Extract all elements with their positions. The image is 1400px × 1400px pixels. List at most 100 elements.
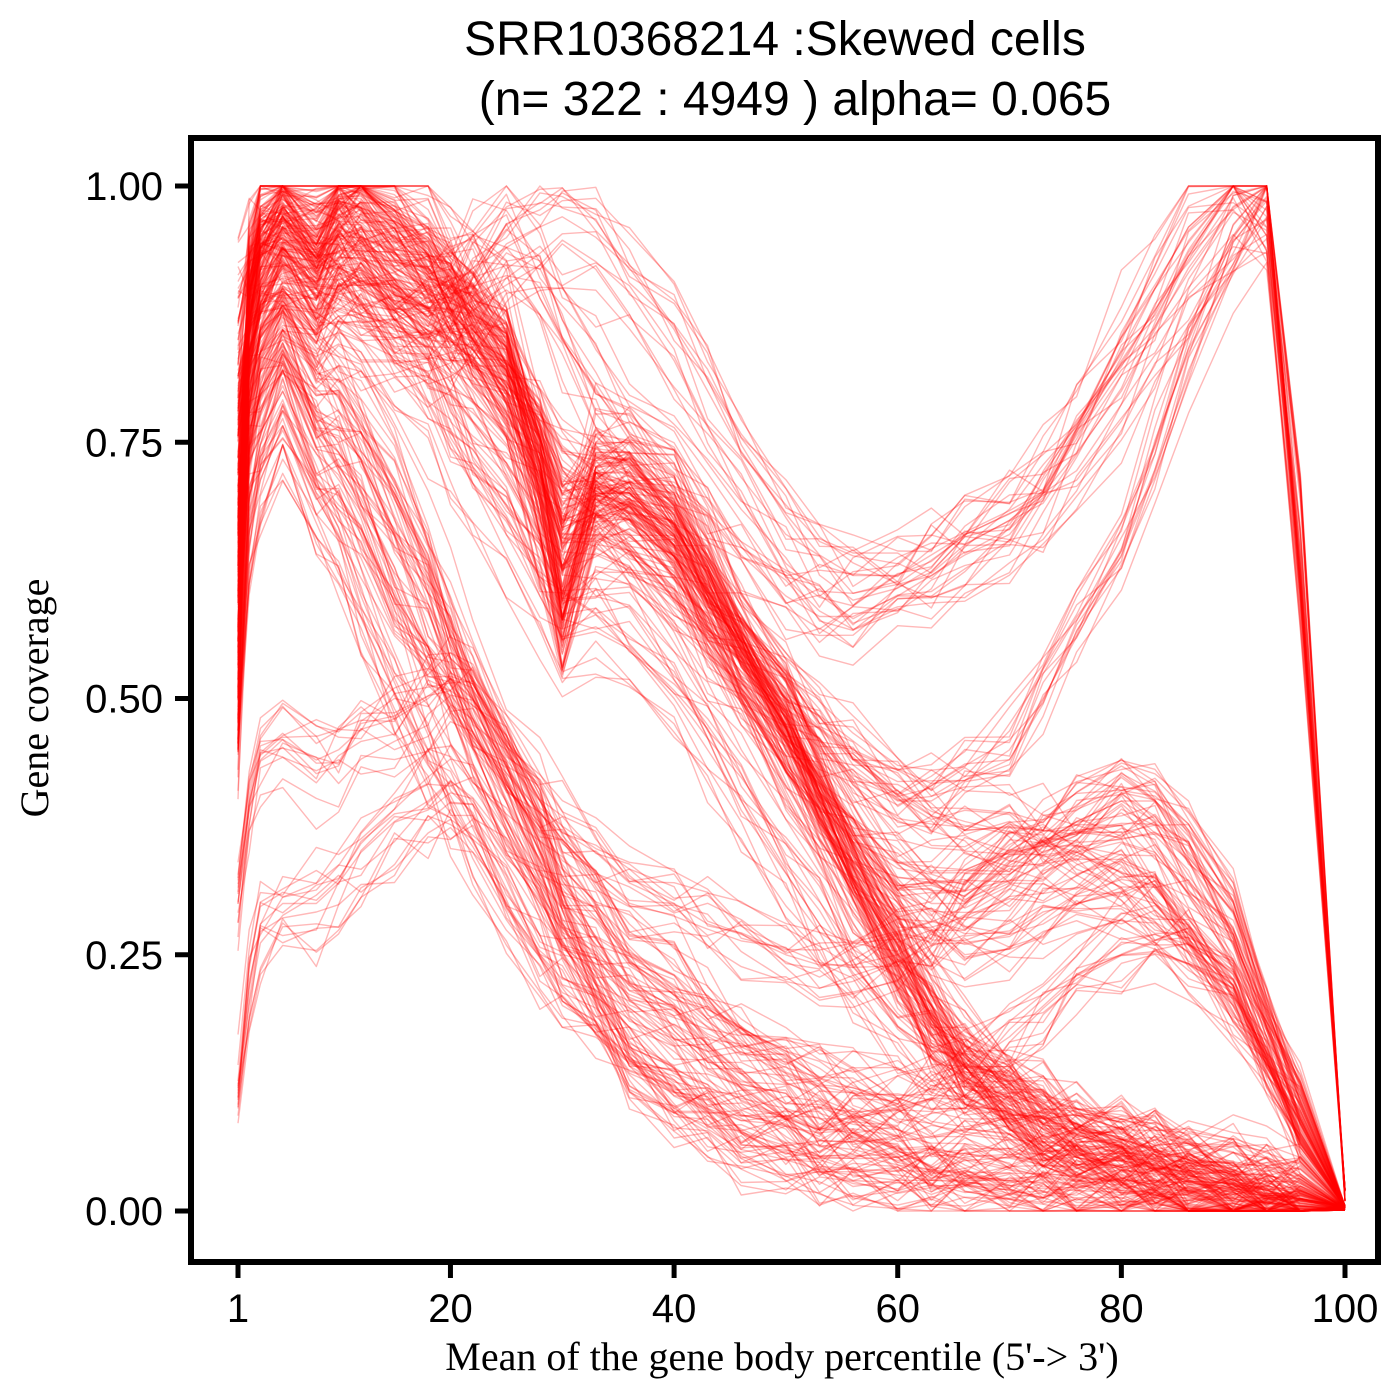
series-line [237,234,1346,1208]
series-line [237,257,1346,1209]
series-line [237,224,1346,1207]
series-line [237,263,1346,1208]
series-line [237,197,1346,1191]
series-line [237,225,1346,1212]
series-line [237,216,1346,1202]
series-line [237,209,1346,1208]
series-line [237,342,1346,1206]
y-axis-ticks: 0.00 0.25 0.50 0.75 1.00 [85,165,188,1234]
series-line [237,711,1346,1212]
series-line [237,438,1346,1209]
series-line [237,185,1346,1208]
series-line [237,207,1346,1207]
series-line [237,205,1346,1192]
series-line [237,271,1346,1212]
series-line [237,304,1346,1210]
series-line [237,185,1346,1207]
series-line [237,226,1346,1210]
series-line [237,215,1346,1212]
series-line [237,185,1346,1207]
series-line [237,279,1346,1208]
series-line [237,390,1346,1208]
series-line [237,298,1346,1212]
series-line [237,274,1346,1209]
series-line [237,185,1346,1208]
series-line [237,720,1346,1212]
series-line [237,792,1346,1212]
series-line [237,310,1346,1212]
series-line [237,680,1346,1211]
series-line [237,185,1346,1201]
series-line [237,185,1346,1210]
series-line [237,291,1346,1209]
series-line [237,666,1346,1212]
series-line [237,341,1346,1207]
series-line [237,185,1346,1207]
series-line [237,748,1346,1211]
series-line [237,185,1346,1212]
series-lines [237,185,1346,1212]
series-line [237,205,1346,1191]
series-line [237,211,1346,1202]
series-line [237,300,1346,1208]
series-line [237,429,1346,1208]
series-line [237,186,1346,1191]
series-line [237,229,1346,1212]
series-line [237,188,1346,1206]
series-line [237,200,1346,1210]
series-line [237,185,1346,1191]
x-tick-label: 80 [1099,1287,1144,1331]
series-line [237,677,1346,1211]
series-line [237,265,1346,1212]
y-tick-label: 0.75 [85,421,163,465]
series-line [237,652,1346,1211]
series-line [237,185,1346,1212]
series-line [237,185,1346,1210]
series-line [237,239,1346,1212]
x-axis-ticks: 1 20 40 60 80 100 [227,1265,1378,1331]
series-line [237,369,1346,1212]
series-line [237,235,1346,1208]
y-axis-label: Gene coverage [12,579,57,818]
chart-title-line2: (n= 322 : 4949 ) alpha= 0.065 [479,73,1112,126]
series-line [237,277,1346,1209]
series-line [237,239,1346,1212]
series-line [237,255,1346,1208]
series-line [237,185,1346,1208]
series-line [237,185,1346,1201]
series-line [237,254,1346,1212]
series-line [237,371,1346,1212]
series-line [237,185,1346,1208]
series-line [237,370,1346,1209]
x-tick-label: 60 [875,1287,920,1331]
series-line [237,356,1346,1211]
series-line [237,694,1346,1212]
series-line [237,209,1346,1191]
series-line [237,246,1346,1209]
series-line [237,185,1346,1191]
series-line [237,342,1346,1212]
series-line [237,349,1346,1208]
series-line [237,185,1346,1190]
series-line [237,185,1346,1208]
series-line [237,261,1346,1211]
series-line [237,185,1346,1207]
series-line [237,185,1346,1201]
y-tick-label: 0.50 [85,678,163,722]
series-line [237,480,1346,1209]
x-tick-label: 1 [227,1287,249,1331]
series-line [237,678,1346,1212]
series-line [237,248,1346,1208]
series-line [237,364,1346,1212]
series-line [237,202,1346,1208]
series-line [237,262,1346,1212]
series-line [237,189,1346,1212]
series-line [237,228,1346,1212]
series-line [237,284,1346,1209]
series-line [237,185,1346,1207]
series-line [237,185,1346,1190]
series-line [237,185,1346,1207]
series-line [237,252,1346,1209]
